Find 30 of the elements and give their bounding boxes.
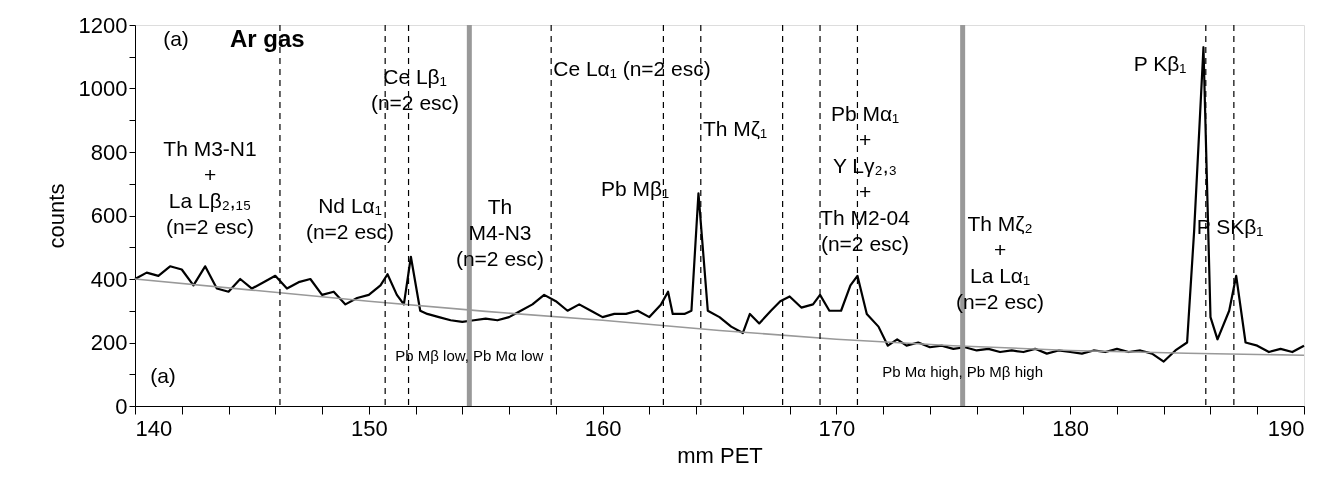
y-tick-label: 1200 [78,12,128,38]
ref-line-label: Pb Mα high, Pb Mβ high [882,362,1044,380]
annotation: Pb Mβ₁ [600,177,670,200]
annotation: Ce Lα₁ (n=2 esc) [553,57,711,80]
y-tick-label: 1000 [78,76,128,101]
annotation: Th M4-N3 (n=2 esc) [455,195,545,270]
annotation: P Kβ₁ [1133,52,1187,75]
annotation: (a) [163,27,189,50]
annotation: Nd Lα₁ (n=2 esc) [305,194,395,243]
chart-title: Ar gas [230,25,305,52]
x-axis-title: mm PET [677,442,763,468]
annotation: Pb Mα₁ + Y Lγ₂,₃ + Th M2-04 (n=2 esc) [820,102,911,255]
y-axis-title: counts [43,183,69,249]
ref-line-label: Pb Mβ low, Pb Mα low [395,347,544,365]
y-tick-label: 800 [90,139,128,165]
x-tick-label: 190 [1267,415,1305,441]
annotation: (a) [150,364,176,387]
x-tick-label: 150 [350,415,388,441]
x-tick-label: 160 [584,415,622,441]
annotation: Ce Lβ₁ (n=2 esc) [370,65,460,114]
y-tick-label: 200 [90,330,128,355]
y-tick-label: 400 [90,266,128,292]
y-tick-label: 600 [90,203,128,228]
x-tick-label: 180 [1052,415,1090,441]
y-tick-label: 0 [115,393,128,419]
annotation: Th M3-N1 + La Lβ₂,₁₅ (n=2 esc) [163,137,257,238]
annotation: Th Mζ₁ [702,117,768,140]
annotation: Th Mζ₂ + La Lα₁ (n=2 esc) [955,212,1045,313]
x-tick-label: 140 [135,415,173,441]
x-tick-label: 170 [818,415,856,441]
